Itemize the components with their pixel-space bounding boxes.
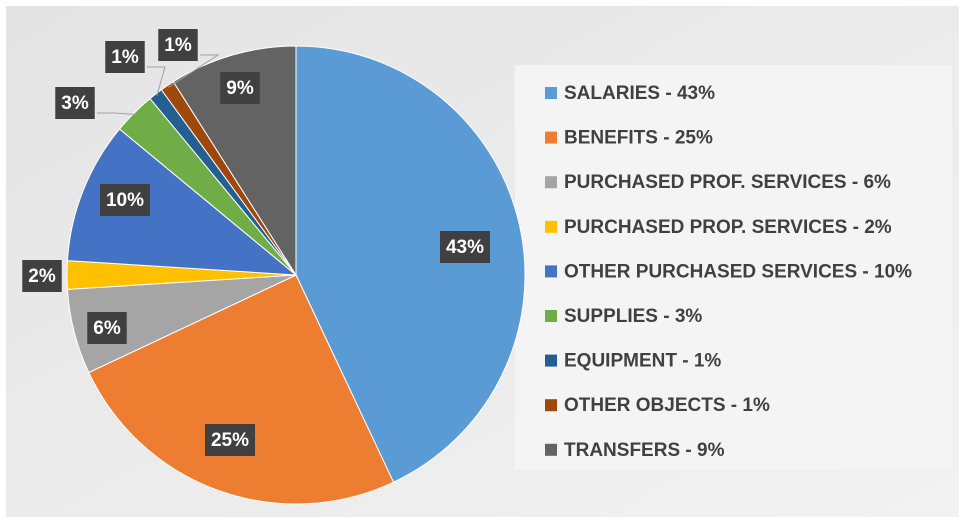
data-label-box bbox=[55, 87, 95, 119]
legend-label: TRANSFERS - 9% bbox=[564, 440, 725, 461]
pie-slice bbox=[88, 274, 395, 505]
legend-label: EQUIPMENT - 1% bbox=[564, 351, 721, 372]
data-label: 43% bbox=[446, 237, 484, 258]
leader-line bbox=[168, 54, 220, 88]
data-label-box bbox=[105, 41, 145, 73]
legend-label: PURCHASED PROP. SERVICES - 2% bbox=[564, 217, 892, 238]
leader-line bbox=[147, 66, 166, 96]
leader-line bbox=[97, 112, 136, 115]
data-label-box bbox=[439, 231, 491, 263]
data-label-box bbox=[158, 29, 198, 61]
legend-swatch bbox=[545, 310, 557, 322]
legend-label: OTHER PURCHASED SERVICES - 10% bbox=[564, 261, 912, 282]
data-label: 1% bbox=[164, 35, 192, 56]
legend-swatch bbox=[545, 354, 557, 367]
legend-swatch bbox=[545, 131, 557, 144]
legend-swatch bbox=[545, 443, 557, 456]
pie-slice bbox=[66, 128, 298, 276]
data-label: 25% bbox=[211, 430, 249, 451]
legend-label: SUPPLIES - 3% bbox=[564, 306, 702, 327]
legend-swatch bbox=[545, 399, 557, 412]
pie-slice bbox=[295, 45, 526, 483]
data-label-box bbox=[87, 312, 127, 344]
pie-slice bbox=[172, 45, 297, 277]
data-label: 2% bbox=[28, 266, 56, 287]
legend-swatch bbox=[545, 220, 557, 233]
data-label: 6% bbox=[93, 318, 121, 339]
data-label-box bbox=[22, 260, 62, 292]
data-label: 9% bbox=[226, 78, 254, 99]
legend-label: SALARIES - 43% bbox=[564, 83, 715, 104]
legend-swatch bbox=[545, 87, 557, 99]
data-label: 3% bbox=[61, 93, 89, 114]
legend-label: BENEFITS - 25% bbox=[564, 128, 713, 149]
legend-label: OTHER OBJECTS - 1% bbox=[564, 395, 770, 416]
data-label-box bbox=[204, 424, 256, 456]
legend-swatch bbox=[545, 265, 557, 278]
data-label: 10% bbox=[106, 190, 144, 211]
legend-swatch bbox=[545, 176, 557, 189]
legend-panel bbox=[515, 65, 952, 470]
data-label-box bbox=[220, 72, 260, 104]
data-label-box bbox=[99, 184, 151, 216]
data-label: 1% bbox=[111, 47, 139, 68]
legend-label: PURCHASED PROF. SERVICES - 6% bbox=[564, 172, 891, 193]
